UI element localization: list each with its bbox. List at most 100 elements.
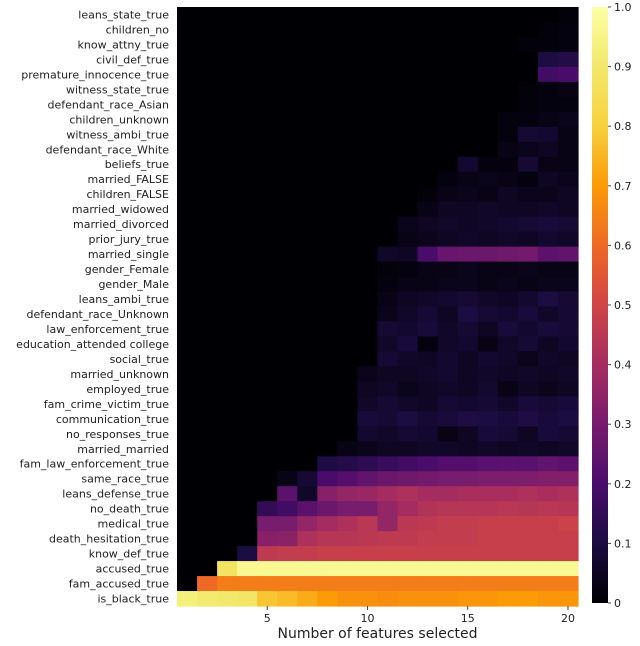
heatmap-cell [497, 411, 519, 427]
heatmap-cell [357, 291, 379, 308]
heatmap-cell [257, 201, 278, 218]
row-label: law_enforcement_true [46, 323, 169, 336]
heatmap-cell [377, 186, 399, 203]
heatmap-cell [357, 201, 379, 218]
heatmap-cell [377, 516, 399, 532]
heatmap-cell [557, 111, 579, 128]
heatmap-cell [417, 336, 439, 353]
heatmap-cell [537, 321, 559, 338]
heatmap-cell [457, 591, 479, 607]
heatmap-cell [217, 546, 238, 562]
heatmap-cell [297, 186, 318, 203]
heatmap-cell [277, 111, 298, 128]
heatmap-cell [237, 246, 258, 263]
heatmap-cell [277, 51, 298, 68]
heatmap-cell [257, 501, 278, 517]
row-label: same_race_true [81, 473, 169, 486]
heatmap-cell [197, 156, 218, 173]
heatmap-cell [377, 501, 399, 517]
heatmap-cell [237, 516, 258, 532]
heatmap-cell [537, 486, 559, 502]
heatmap-cell [297, 156, 318, 173]
heatmap-cell [257, 336, 278, 353]
heatmap-cell [397, 261, 419, 278]
row-label: leans_state_true [78, 8, 169, 21]
heatmap-cell [217, 366, 238, 382]
heatmap-cell [517, 471, 539, 487]
heatmap-cell [357, 96, 379, 113]
heatmap-cell [277, 381, 298, 397]
heatmap-cell [237, 396, 258, 412]
heatmap-cell [237, 531, 258, 547]
heatmap-cell [237, 441, 258, 457]
heatmap-cell [517, 261, 539, 278]
heatmap-cell [457, 576, 479, 592]
heatmap-cell [317, 381, 338, 397]
heatmap-cell [497, 381, 519, 397]
heatmap-cell [517, 381, 539, 397]
heatmap-cell [177, 501, 198, 517]
heatmap-cell [517, 351, 539, 367]
heatmap-cell [277, 36, 298, 53]
heatmap-cell [397, 66, 419, 83]
heatmap-cell [237, 411, 258, 427]
heatmap-cell [497, 246, 519, 263]
heatmap-cell [277, 591, 298, 607]
heatmap-cell [217, 336, 238, 353]
heatmap-cell [557, 381, 579, 397]
heatmap-cell [397, 171, 419, 188]
heatmap-cell [177, 591, 198, 607]
heatmap-cell [237, 321, 258, 338]
heatmap-cell [217, 141, 238, 158]
heatmap-cell [177, 81, 198, 98]
heatmap-cell [217, 516, 238, 532]
heatmap-cell [477, 81, 499, 98]
heatmap-cell [417, 36, 439, 53]
heatmap-cell [537, 531, 559, 547]
heatmap-cell [437, 306, 459, 323]
row-label: defendant_race_White [46, 143, 170, 156]
heatmap-cell [537, 561, 559, 577]
heatmap-cell [357, 351, 379, 367]
heatmap-cell [377, 261, 399, 278]
heatmap-cell [357, 336, 379, 353]
heatmap-cell [377, 216, 399, 233]
row-label: gender_Female [85, 263, 169, 276]
heatmap-cell [277, 336, 298, 353]
heatmap-cell [237, 186, 258, 203]
heatmap-cell [497, 36, 519, 53]
heatmap-cell [197, 276, 218, 293]
heatmap-cell [397, 141, 419, 158]
heatmap-cell [437, 81, 459, 98]
heatmap-cell [297, 486, 318, 502]
heatmap-cell [337, 36, 359, 53]
heatmap-cell [357, 426, 379, 442]
heatmap-cell [297, 576, 318, 592]
heatmap-cell [537, 7, 559, 23]
heatmap-cell [417, 321, 439, 338]
heatmap-cell [457, 441, 479, 457]
heatmap-cell [297, 531, 318, 547]
heatmap-cell [397, 291, 419, 308]
heatmap-cell [497, 7, 519, 23]
heatmap-cell [557, 471, 579, 487]
heatmap-cell [297, 561, 318, 577]
heatmap-cell [297, 426, 318, 442]
heatmap-cell [417, 66, 439, 83]
heatmap-cell [497, 486, 519, 502]
heatmap-cell [197, 426, 218, 442]
heatmap-cell [257, 186, 278, 203]
heatmap-cell [537, 186, 559, 203]
heatmap-cell [537, 81, 559, 98]
heatmap-cell [177, 411, 198, 427]
heatmap-cell [557, 81, 579, 98]
heatmap-cell [217, 186, 238, 203]
heatmap-cell [177, 306, 198, 323]
heatmap-cell [317, 246, 338, 263]
heatmap-cell [517, 426, 539, 442]
heatmap-cell [257, 231, 278, 248]
heatmap-cell [337, 126, 359, 143]
heatmap-cell [457, 66, 479, 83]
heatmap-cell [177, 36, 198, 53]
heatmap-cell [457, 216, 479, 233]
